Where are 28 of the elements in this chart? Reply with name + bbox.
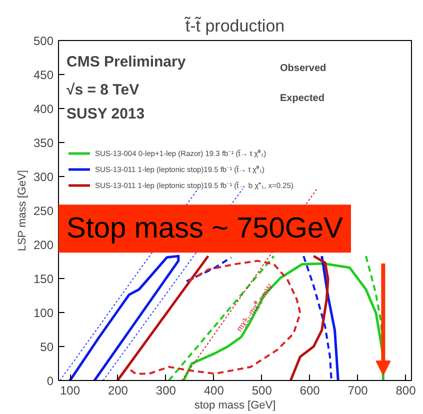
y-tick-label: 250 (33, 204, 54, 218)
y-tick-label: 350 (33, 136, 54, 150)
x-tick-label: 400 (204, 384, 224, 398)
y-tick-label: 0 (46, 374, 54, 388)
y-tick-label: 500 (33, 34, 54, 48)
y-tick-label: 300 (33, 170, 54, 184)
x-tick-label: 500 (252, 384, 272, 398)
y-tick-label: 150 (33, 272, 54, 286)
y-tick-label: 400 (33, 102, 54, 116)
x-tick-label: 200 (108, 384, 128, 398)
annotation: Stop mass ~ 750GeV (66, 212, 344, 245)
x-tick-label: 300 (156, 384, 176, 398)
annotation: Observed (280, 62, 326, 74)
x-axis-title: stop mass [GeV] (194, 400, 276, 412)
x-tick-label: 100 (60, 384, 80, 398)
y-axis-title: LSP mass [GeV] (16, 170, 28, 252)
y-tick-label: 450 (33, 68, 54, 82)
y-tick-label: 200 (33, 238, 54, 252)
chart-title: t̃-t̃ production (184, 16, 285, 36)
x-tick-label: 700 (348, 384, 368, 398)
annotation: √s = 8 TeV (66, 82, 140, 98)
annotation: CMS Preliminary (66, 54, 186, 70)
x-tick-label: 800 (396, 384, 416, 398)
x-tick-label: 600 (300, 384, 320, 398)
annotation: Expected (280, 92, 324, 104)
annotation: SUSY 2013 (66, 106, 145, 122)
y-tick-label: 100 (33, 306, 54, 320)
y-tick-label: 50 (40, 340, 54, 354)
